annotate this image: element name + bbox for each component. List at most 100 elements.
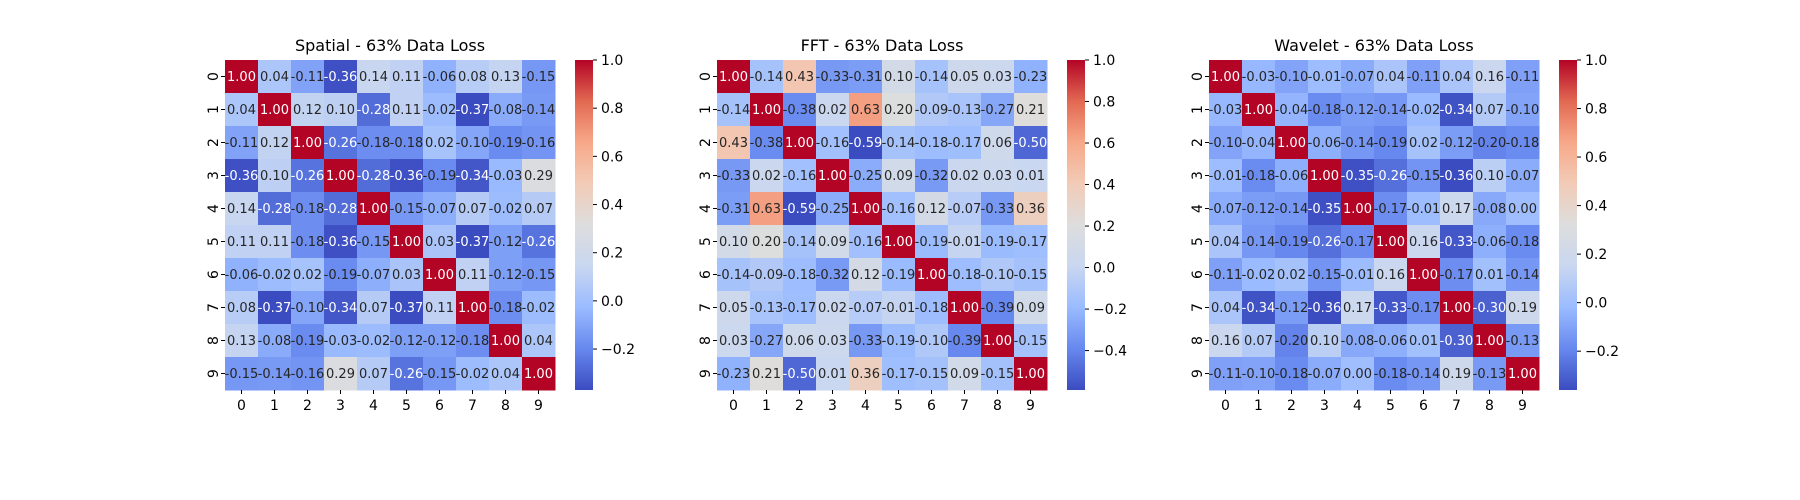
heatmap-cell — [783, 258, 817, 292]
cell-value-label: 0.03 — [392, 268, 421, 283]
cell-value-label: 1.00 — [1508, 367, 1537, 382]
heatmap-cell — [225, 291, 259, 325]
cell-value-label: 1.00 — [1376, 235, 1405, 250]
heatmap-cell — [522, 357, 556, 391]
heatmap-cell — [291, 60, 325, 94]
y-tick-label: 6 — [698, 270, 714, 279]
cell-value-label: -0.07 — [849, 301, 883, 316]
cell-value-label: 1.00 — [1277, 136, 1306, 151]
cell-value-label: -0.13 — [948, 103, 982, 118]
heatmap-cell — [981, 225, 1015, 259]
heatmap-cell — [915, 258, 949, 292]
cell-value-label: 1.00 — [392, 235, 421, 250]
heatmap-cell — [1374, 258, 1408, 292]
cell-value-label: -0.26 — [291, 169, 325, 184]
cell-value-label: -0.17 — [882, 367, 916, 382]
x-tick-label: 7 — [468, 398, 477, 414]
cell-value-label: -0.18 — [1275, 367, 1309, 382]
cell-value-label: 0.04 — [1211, 235, 1240, 250]
y-tick-label: 3 — [698, 171, 714, 180]
heatmap-cell — [717, 192, 751, 226]
x-tick-label: 7 — [960, 398, 969, 414]
cell-value-label: 0.05 — [719, 301, 748, 316]
cell-value-label: -0.07 — [1506, 169, 1540, 184]
cell-value-label: 0.02 — [1409, 136, 1438, 151]
heatmap-cell — [225, 60, 259, 94]
cell-value-label: -0.14 — [1341, 136, 1375, 151]
heatmap-cell — [1506, 258, 1540, 292]
cell-value-label: 0.12 — [293, 103, 322, 118]
heatmap-cell — [981, 357, 1015, 391]
cell-value-label: 1.00 — [425, 268, 454, 283]
heatmap-cell — [258, 324, 292, 358]
cell-value-label: 0.08 — [458, 70, 487, 85]
y-tick-label: 5 — [206, 237, 222, 246]
heatmap-cell — [948, 291, 982, 325]
heatmap-cell — [258, 357, 292, 391]
cell-value-label: -0.18 — [357, 136, 391, 151]
cell-value-label: 0.09 — [950, 367, 979, 382]
heatmap-cell — [489, 258, 523, 292]
heatmap-cell — [783, 357, 817, 391]
cell-value-label: -0.11 — [1407, 70, 1441, 85]
heatmap-cell — [1242, 258, 1276, 292]
cell-value-label: -0.36 — [324, 235, 358, 250]
cell-value-label: 0.03 — [983, 70, 1012, 85]
cell-value-label: -0.06 — [1473, 235, 1507, 250]
cell-value-label: -0.14 — [783, 235, 817, 250]
heatmap-cell — [750, 324, 784, 358]
heatmap-cell — [1014, 60, 1048, 94]
heatmap-cell — [357, 60, 391, 94]
cell-value-label: 1.00 — [1409, 268, 1438, 283]
heatmap-cell — [324, 192, 358, 226]
heatmap-cell — [750, 225, 784, 259]
heatmap-cell — [783, 324, 817, 358]
cell-value-label: -0.06 — [1308, 136, 1342, 151]
colorbar-tick-label: −0.4 — [1093, 344, 1127, 360]
heatmap-cell — [948, 357, 982, 391]
heatmap-cell — [1014, 93, 1048, 127]
heatmap-cell — [783, 126, 817, 160]
cell-value-label: -0.12 — [1275, 301, 1309, 316]
cell-value-label: -0.11 — [291, 70, 325, 85]
cell-value-label: -0.13 — [1473, 367, 1507, 382]
heatmap-cell — [489, 192, 523, 226]
heatmap-cell — [816, 126, 850, 160]
cell-value-label: -0.17 — [1341, 235, 1375, 250]
y-tick-label: 2 — [698, 138, 714, 147]
heatmap-cell — [750, 258, 784, 292]
cell-value-label: -0.06 — [225, 268, 259, 283]
cell-value-label: 0.12 — [260, 136, 289, 151]
x-tick-label: 1 — [762, 398, 771, 414]
x-tick-label: 1 — [1254, 398, 1263, 414]
heatmap-cell — [258, 60, 292, 94]
cell-value-label: -0.59 — [849, 136, 883, 151]
cell-value-label: -0.01 — [1308, 70, 1342, 85]
heatmap-cell — [816, 225, 850, 259]
cell-value-label: 0.16 — [1376, 268, 1405, 283]
cell-value-label: -0.36 — [225, 169, 259, 184]
cell-value-label: -0.15 — [1308, 268, 1342, 283]
heatmap-cell — [717, 225, 751, 259]
cell-value-label: -0.23 — [1014, 70, 1048, 85]
cell-value-label: -0.12 — [1242, 202, 1276, 217]
cell-value-label: -0.18 — [1506, 235, 1540, 250]
cell-value-label: 0.11 — [458, 268, 487, 283]
cell-value-label: 1.00 — [1310, 169, 1339, 184]
cell-value-label: -0.25 — [816, 202, 850, 217]
cell-value-label: 0.10 — [260, 169, 289, 184]
cell-value-label: 0.02 — [818, 301, 847, 316]
cell-value-label: -0.09 — [750, 268, 784, 283]
cell-value-label: 1.00 — [851, 202, 880, 217]
cell-value-label: -0.14 — [882, 136, 916, 151]
heatmap-cell — [1242, 291, 1276, 325]
heatmap-cell — [1440, 93, 1474, 127]
cell-value-label: -0.15 — [1014, 268, 1048, 283]
cell-value-label: 0.04 — [227, 103, 256, 118]
cell-value-label: 0.04 — [260, 70, 289, 85]
heatmap-cell — [981, 291, 1015, 325]
heatmap-cell — [1308, 225, 1342, 259]
cell-value-label: 1.00 — [884, 235, 913, 250]
cell-value-label: -0.19 — [423, 169, 457, 184]
x-tick-label: 8 — [993, 398, 1002, 414]
